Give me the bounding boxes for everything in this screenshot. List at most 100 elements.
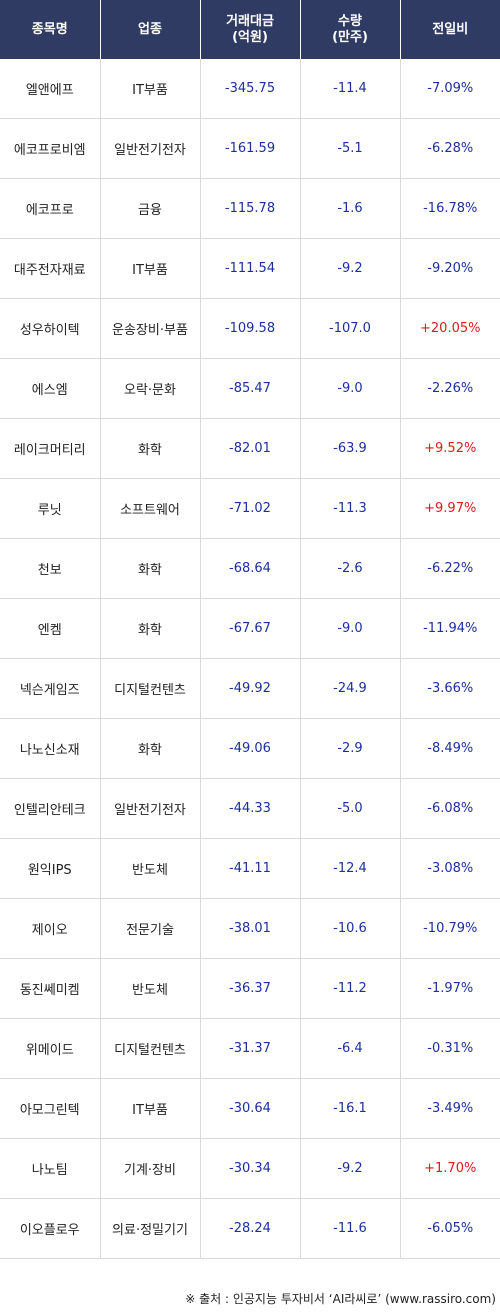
- table-body: 엘앤에프 IT부품 -345.75 -11.4 -7.09% 에코프로비엠 일반전기전자 -1…: [0, 59, 500, 1259]
- header-change: 전일비: [400, 0, 500, 59]
- stock-name-cell: 에스엠: [0, 358, 101, 419]
- table-row: 아모그린텍 IT부품 -30.64 -16.1 -3.49%: [0, 1078, 500, 1139]
- table-row: 대주전자재료 IT부품 -111.54 -9.2 -9.20%: [0, 238, 500, 299]
- stock-name-cell: 루닛: [0, 478, 101, 539]
- change-cell: +9.52%: [400, 418, 500, 479]
- table-row: 루닛 소프트웨어 -71.02 -11.3 +9.97%: [0, 478, 500, 539]
- sector-cell: 운송장비·부품: [100, 298, 201, 359]
- table-row: 에코프로비엠 일반전기전자 -161.59 -5.1 -6.28%: [0, 118, 500, 179]
- trade-amount-cell: -82.01: [200, 418, 301, 479]
- volume-cell: -107.0: [300, 298, 401, 359]
- trade-amount-cell: -30.34: [200, 1138, 301, 1199]
- sector-cell: 기계·장비: [100, 1138, 201, 1199]
- stock-name-cell: 나노신소재: [0, 718, 101, 779]
- volume-cell: -24.9: [300, 658, 401, 719]
- trade-amount-cell: -111.54: [200, 238, 301, 299]
- sector-cell: 디지털컨텐츠: [100, 658, 201, 719]
- change-cell: +20.05%: [400, 298, 500, 359]
- volume-cell: -9.2: [300, 1138, 401, 1199]
- volume-cell: -2.6: [300, 538, 401, 599]
- sector-cell: 화학: [100, 598, 201, 659]
- change-cell: -8.49%: [400, 718, 500, 779]
- trade-amount-cell: -109.58: [200, 298, 301, 359]
- trade-amount-cell: -28.24: [200, 1198, 301, 1259]
- table-row: 레이크머티리 화학 -82.01 -63.9 +9.52%: [0, 418, 500, 479]
- table-row: 제이오 전문기술 -38.01 -10.6 -10.79%: [0, 898, 500, 959]
- change-cell: -10.79%: [400, 898, 500, 959]
- trade-amount-cell: -31.37: [200, 1018, 301, 1079]
- volume-cell: -63.9: [300, 418, 401, 479]
- stock-name-cell: 엔켐: [0, 598, 101, 659]
- volume-cell: -6.4: [300, 1018, 401, 1079]
- trade-amount-cell: -67.67: [200, 598, 301, 659]
- volume-cell: -10.6: [300, 898, 401, 959]
- stock-name-cell: 대주전자재료: [0, 238, 101, 299]
- volume-cell: -1.6: [300, 178, 401, 239]
- sector-cell: 오락·문화: [100, 358, 201, 419]
- stock-name-cell: 레이크머티리: [0, 418, 101, 479]
- change-cell: -3.08%: [400, 838, 500, 899]
- change-cell: -9.20%: [400, 238, 500, 299]
- table-row: 에스엠 오락·문화 -85.47 -9.0 -2.26%: [0, 358, 500, 419]
- trade-amount-cell: -49.92: [200, 658, 301, 719]
- sector-cell: 화학: [100, 418, 201, 479]
- header-sector: 업종: [100, 0, 201, 59]
- table-header: 종목명 업종 거래대금 (억원) 수량 (만주) 전일비: [0, 0, 500, 59]
- trade-amount-cell: -115.78: [200, 178, 301, 239]
- sector-cell: 전문기술: [100, 898, 201, 959]
- table-row: 에코프로 금융 -115.78 -1.6 -16.78%: [0, 178, 500, 239]
- change-cell: -3.49%: [400, 1078, 500, 1139]
- change-cell: -6.08%: [400, 778, 500, 839]
- stock-name-cell: 넥슨게임즈: [0, 658, 101, 719]
- source-note: ※ 출처 : 인공지능 투자비서 ‘AI라씨로’ (www.rassiro.co…: [185, 1292, 496, 1306]
- sector-cell: 소프트웨어: [100, 478, 201, 539]
- stock-name-cell: 나노팀: [0, 1138, 101, 1199]
- table-row: 엘앤에프 IT부품 -345.75 -11.4 -7.09%: [0, 59, 500, 119]
- stock-name-cell: 위메이드: [0, 1018, 101, 1079]
- volume-cell: -11.4: [300, 59, 401, 119]
- trade-amount-cell: -38.01: [200, 898, 301, 959]
- stock-name-cell: 성우하이텍: [0, 298, 101, 359]
- stock-name-cell: 인텔리안테크: [0, 778, 101, 839]
- change-cell: -7.09%: [400, 59, 500, 119]
- change-cell: -2.26%: [400, 358, 500, 419]
- table-row: 나노팀 기계·장비 -30.34 -9.2 +1.70%: [0, 1138, 500, 1199]
- table-row: 엔켐 화학 -67.67 -9.0 -11.94%: [0, 598, 500, 659]
- sector-cell: 반도체: [100, 958, 201, 1019]
- table-row: 성우하이텍 운송장비·부품 -109.58 -107.0 +20.05%: [0, 298, 500, 359]
- change-cell: -6.22%: [400, 538, 500, 599]
- volume-cell: -5.0: [300, 778, 401, 839]
- change-cell: -16.78%: [400, 178, 500, 239]
- trade-amount-cell: -49.06: [200, 718, 301, 779]
- volume-cell: -11.2: [300, 958, 401, 1019]
- table-row: 천보 화학 -68.64 -2.6 -6.22%: [0, 538, 500, 599]
- header-volume: 수량 (만주): [300, 0, 401, 59]
- trade-amount-cell: -85.47: [200, 358, 301, 419]
- sector-cell: 금융: [100, 178, 201, 239]
- table-row: 위메이드 디지털컨텐츠 -31.37 -6.4 -0.31%: [0, 1018, 500, 1079]
- stock-name-cell: 제이오: [0, 898, 101, 959]
- trade-amount-cell: -345.75: [200, 59, 301, 119]
- change-cell: -3.66%: [400, 658, 500, 719]
- table-row: 동진쎄미켐 반도체 -36.37 -11.2 -1.97%: [0, 958, 500, 1019]
- stock-name-cell: 엘앤에프: [0, 59, 101, 119]
- trade-amount-cell: -30.64: [200, 1078, 301, 1139]
- sector-cell: IT부품: [100, 1078, 201, 1139]
- volume-cell: -11.6: [300, 1198, 401, 1259]
- sector-cell: 화학: [100, 718, 201, 779]
- trade-amount-cell: -71.02: [200, 478, 301, 539]
- trade-amount-cell: -41.11: [200, 838, 301, 899]
- sector-cell: 디지털컨텐츠: [100, 1018, 201, 1079]
- change-cell: +9.97%: [400, 478, 500, 539]
- volume-cell: -16.1: [300, 1078, 401, 1139]
- change-cell: -6.05%: [400, 1198, 500, 1259]
- sector-cell: IT부품: [100, 238, 201, 299]
- change-cell: -6.28%: [400, 118, 500, 179]
- header-name: 종목명: [0, 0, 101, 59]
- table-row: 나노신소재 화학 -49.06 -2.9 -8.49%: [0, 718, 500, 779]
- volume-cell: -12.4: [300, 838, 401, 899]
- stock-name-cell: 동진쎄미켐: [0, 958, 101, 1019]
- change-cell: -11.94%: [400, 598, 500, 659]
- stock-name-cell: 이오플로우: [0, 1198, 101, 1259]
- trade-amount-cell: -44.33: [200, 778, 301, 839]
